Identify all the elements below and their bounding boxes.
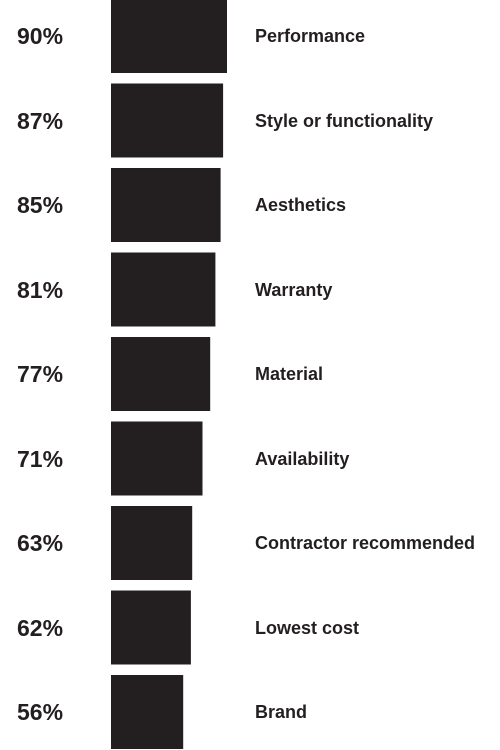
bar-1 xyxy=(111,83,224,158)
value-label-7: 62% xyxy=(17,614,64,641)
category-label-4: Material xyxy=(255,364,324,384)
bar-8 xyxy=(111,675,184,749)
value-label-4: 77% xyxy=(17,361,64,387)
bar-4 xyxy=(111,337,211,411)
value-label-2: 85% xyxy=(17,192,64,218)
category-label-0: Performance xyxy=(255,26,366,46)
category-label-7: Lowest cost xyxy=(255,617,360,638)
category-label-3: Warranty xyxy=(255,279,333,300)
value-label-1: 87% xyxy=(17,107,64,134)
value-label-8: 56% xyxy=(17,699,64,725)
bar-5 xyxy=(111,421,203,496)
category-label-2: Aesthetics xyxy=(255,195,347,215)
category-label-6: Contractor recommended xyxy=(255,533,476,553)
bar-3 xyxy=(111,252,216,327)
value-label-6: 63% xyxy=(17,530,64,556)
bar-0 xyxy=(111,0,227,73)
category-label-1: Style or functionality xyxy=(255,110,434,131)
category-label-5: Availability xyxy=(255,448,350,469)
value-label-5: 71% xyxy=(17,445,64,472)
bar-2 xyxy=(111,168,221,242)
bar-7 xyxy=(111,590,191,665)
category-label-8: Brand xyxy=(255,702,308,722)
value-label-0: 90% xyxy=(17,23,64,49)
value-label-3: 81% xyxy=(17,276,64,303)
bar-6 xyxy=(111,506,193,580)
